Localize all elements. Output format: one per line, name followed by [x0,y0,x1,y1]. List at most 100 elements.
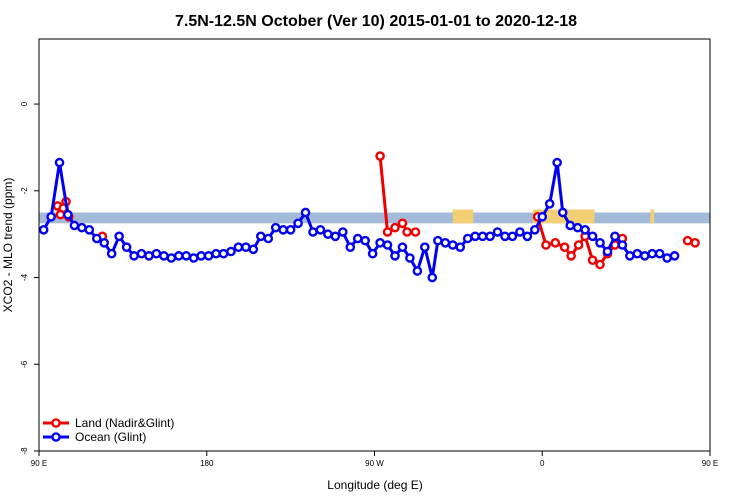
ocean-series-point [144,251,154,261]
ocean-series-point [565,220,576,231]
ocean-series-point [455,242,466,252]
ocean-series-point [595,238,605,248]
ocean-series-point [610,231,620,242]
ocean-series-point [248,244,259,255]
land-series-point [541,240,551,250]
land-series-point [375,151,385,161]
ocean-series-point [662,253,672,263]
ocean-series-point [447,240,458,250]
legend-swatch-point [51,418,61,428]
ocean-series-point [529,225,540,235]
y-tick-label: -2 [20,187,29,195]
land-series-point [559,242,570,252]
legend-swatch-point [51,432,61,442]
ocean-series-point [470,231,480,242]
land-series-point [690,238,700,248]
ocean-series-point [462,233,473,244]
ocean-series-point [293,218,303,229]
ocean-series-point [552,157,562,168]
land-series-point [735,198,742,205]
ocean-series-point [557,207,568,218]
land-series-point [732,205,739,212]
land-series-point [550,238,561,248]
ocean-series-point [151,248,162,259]
land-series-point [587,255,598,265]
ocean-series-point [241,242,251,252]
y-tick-label: 0 [20,101,29,106]
ocean-series-point [375,238,385,248]
ocean-series-point [669,251,680,261]
ocean-series-point [330,231,341,242]
ocean-series-point [278,225,288,235]
ocean-series-point [136,248,147,259]
ocean-series-point [522,231,533,242]
ocean-series-point [360,235,370,246]
x-tick-label: 180 [200,459,214,468]
ocean-series-point [308,227,318,237]
y-tick-label: -4 [20,273,29,281]
ocean-series-point [572,222,583,233]
ocean-series-point [338,227,348,237]
ocean-series-point [639,251,650,261]
x-tick-label: 0 [540,459,545,468]
legend: Land (Nadir&Glint)Ocean (Glint) [43,416,174,444]
ocean-series-point [233,242,244,252]
x-axis-label: Longitude (deg E) [327,478,422,492]
ocean-series-point [91,233,102,244]
x-tick-label: 90 E [702,459,718,468]
x-tick-label: 90 W [365,459,384,468]
ocean-series-point [382,240,393,250]
reference-band [39,212,710,224]
ocean-series-point [106,248,117,259]
y-axis: 0 -2 -4 -6 -8 [20,101,39,455]
ocean-series-point [203,251,214,261]
ocean-series-point [218,248,229,259]
land-series-point [730,211,737,218]
ocean-series-point [300,207,311,218]
chart-title: 7.5N-12.5N October (Ver 10) 2015-01-01 t… [175,13,577,30]
ocean-series-point [54,157,65,168]
x-tick-label: 90 E [31,459,47,468]
ocean-series-point [427,272,438,283]
ocean-series-point [166,253,177,263]
ocean-series-point [173,251,184,261]
ocean-series-point [617,240,628,250]
ocean-series-point [159,251,169,261]
ocean-series-point [129,251,139,261]
land-series-point [382,227,393,237]
ocean-series-point [352,233,363,244]
ocean-series-point [39,225,49,235]
ocean-series-point [69,220,80,231]
ocean-series-point [367,248,378,259]
ocean-series-point [263,233,274,244]
ocean-series-point [632,248,643,259]
ocean-series-point [390,251,400,261]
ocean-series-point [602,246,613,257]
ocean-series-point [323,229,333,239]
land-series-line [731,202,742,217]
ocean-series-point [345,242,356,252]
land-series-point [682,235,693,246]
ocean-series-point [412,266,423,276]
ocean-series-point [485,231,495,242]
land-series-point [397,218,408,229]
ocean-series-point [420,242,430,252]
land-series-point [390,222,400,233]
ocean-series-point [580,225,590,235]
land-series-point [738,213,745,220]
ocean-series-point [226,246,236,257]
x-axis: 90 E 180 90 W 0 90 E [31,451,718,468]
land-series-point [595,259,605,270]
ocean-series-point [114,231,124,242]
ocean-series-point [440,238,451,248]
y-tick-label: -6 [20,360,29,368]
ocean-series-point [256,231,266,242]
ocean-series-point [515,227,525,237]
ocean-series-point [544,198,555,209]
land-mask-segment [452,209,474,224]
land-series-point [410,227,421,237]
y-tick-label: -8 [20,447,29,455]
legend-entry-label: Ocean (Glint) [75,430,146,444]
ocean-series-point [433,235,443,246]
